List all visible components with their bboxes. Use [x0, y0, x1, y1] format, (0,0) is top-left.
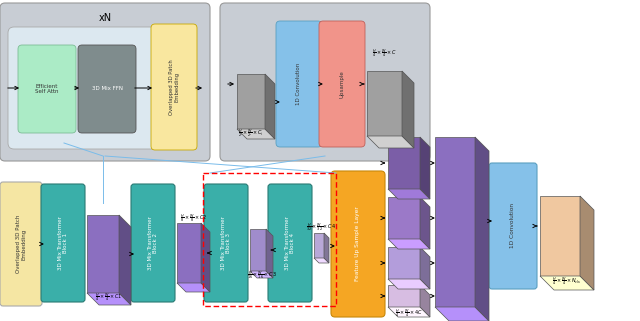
Polygon shape	[420, 137, 430, 199]
Text: Overlapped 3D Patch
Embedding: Overlapped 3D Patch Embedding	[168, 59, 179, 115]
Polygon shape	[388, 197, 420, 239]
Polygon shape	[87, 293, 131, 305]
FancyBboxPatch shape	[331, 171, 385, 317]
Polygon shape	[367, 71, 402, 136]
Polygon shape	[237, 74, 265, 129]
Polygon shape	[314, 233, 324, 258]
FancyBboxPatch shape	[151, 24, 197, 150]
Text: 3D Mix FFN: 3D Mix FFN	[92, 86, 122, 91]
Polygon shape	[250, 271, 273, 278]
FancyBboxPatch shape	[131, 184, 175, 302]
FancyBboxPatch shape	[78, 45, 136, 133]
Polygon shape	[402, 71, 414, 148]
Text: $\frac{H}{4}\times\frac{W}{4}\times C$: $\frac{H}{4}\times\frac{W}{4}\times C$	[372, 47, 397, 59]
Text: 3D Mix Transformer
Block 2: 3D Mix Transformer Block 2	[148, 216, 159, 270]
FancyBboxPatch shape	[319, 21, 365, 147]
Text: 3D Mix Transformer
Block 4: 3D Mix Transformer Block 4	[285, 216, 296, 270]
Text: 1D Convolution: 1D Convolution	[296, 63, 301, 105]
Text: 3D Mix Transformer
Block 1: 3D Mix Transformer Block 1	[58, 216, 68, 270]
Text: $\frac{H}{8}\times\frac{W}{8}\times C2$: $\frac{H}{8}\times\frac{W}{8}\times C2$	[180, 212, 207, 224]
Bar	[203, 173, 336, 306]
Polygon shape	[314, 258, 329, 263]
Polygon shape	[119, 215, 131, 305]
FancyBboxPatch shape	[268, 184, 312, 302]
Polygon shape	[388, 285, 420, 307]
Text: $\frac{H}{2^i}\times\frac{W}{2^i}\times C_i$: $\frac{H}{2^i}\times\frac{W}{2^i}\times …	[238, 128, 264, 140]
Polygon shape	[580, 196, 594, 290]
Text: Upsample: Upsample	[339, 70, 344, 98]
Text: Efficient
Self Attn: Efficient Self Attn	[35, 83, 59, 94]
Text: Feature Up Sample Layer: Feature Up Sample Layer	[355, 207, 360, 282]
Polygon shape	[388, 137, 420, 189]
Polygon shape	[435, 137, 475, 307]
FancyBboxPatch shape	[8, 27, 160, 149]
Polygon shape	[177, 283, 210, 292]
Text: $\frac{H}{4}\times\frac{W}{4}\times N_{cls}$: $\frac{H}{4}\times\frac{W}{4}\times N_{c…	[552, 275, 582, 287]
Polygon shape	[540, 276, 594, 290]
FancyBboxPatch shape	[18, 45, 76, 133]
Polygon shape	[435, 307, 489, 321]
Polygon shape	[388, 247, 420, 279]
Polygon shape	[475, 137, 489, 321]
Text: $\frac{H}{4}\times\frac{W}{4}\times 4C$: $\frac{H}{4}\times\frac{W}{4}\times 4C$	[395, 307, 423, 319]
Polygon shape	[250, 229, 266, 271]
Text: $\frac{H}{4}\times\frac{W}{4}\times C1$: $\frac{H}{4}\times\frac{W}{4}\times C1$	[95, 291, 123, 303]
FancyBboxPatch shape	[204, 184, 248, 302]
Polygon shape	[324, 233, 329, 263]
Text: 1D Convolution: 1D Convolution	[511, 204, 515, 248]
FancyBboxPatch shape	[0, 182, 42, 306]
Polygon shape	[87, 215, 119, 293]
Polygon shape	[367, 136, 414, 148]
Polygon shape	[237, 129, 275, 139]
FancyBboxPatch shape	[41, 184, 85, 302]
Polygon shape	[265, 74, 275, 139]
FancyBboxPatch shape	[220, 3, 430, 161]
FancyBboxPatch shape	[489, 163, 537, 289]
Polygon shape	[540, 196, 580, 276]
Polygon shape	[388, 189, 430, 199]
Polygon shape	[420, 247, 430, 289]
Text: $\frac{H}{32}\times\frac{W}{32}\times C4$: $\frac{H}{32}\times\frac{W}{32}\times C4…	[307, 221, 337, 233]
Polygon shape	[420, 285, 430, 317]
Polygon shape	[201, 223, 210, 292]
Text: 3D Mix Transformer
Block 3: 3D Mix Transformer Block 3	[221, 216, 232, 270]
Polygon shape	[388, 239, 430, 249]
Text: xN: xN	[99, 13, 111, 23]
Polygon shape	[388, 307, 430, 317]
Polygon shape	[388, 279, 430, 289]
Polygon shape	[177, 223, 201, 283]
Text: Overlapped 3D Patch
Embedding: Overlapped 3D Patch Embedding	[15, 215, 26, 273]
Polygon shape	[266, 229, 273, 278]
FancyBboxPatch shape	[0, 3, 210, 161]
Text: $\frac{H}{16}\times\frac{W}{16}\times C3$: $\frac{H}{16}\times\frac{W}{16}\times C3…	[246, 269, 276, 281]
Polygon shape	[420, 197, 430, 249]
FancyBboxPatch shape	[276, 21, 322, 147]
